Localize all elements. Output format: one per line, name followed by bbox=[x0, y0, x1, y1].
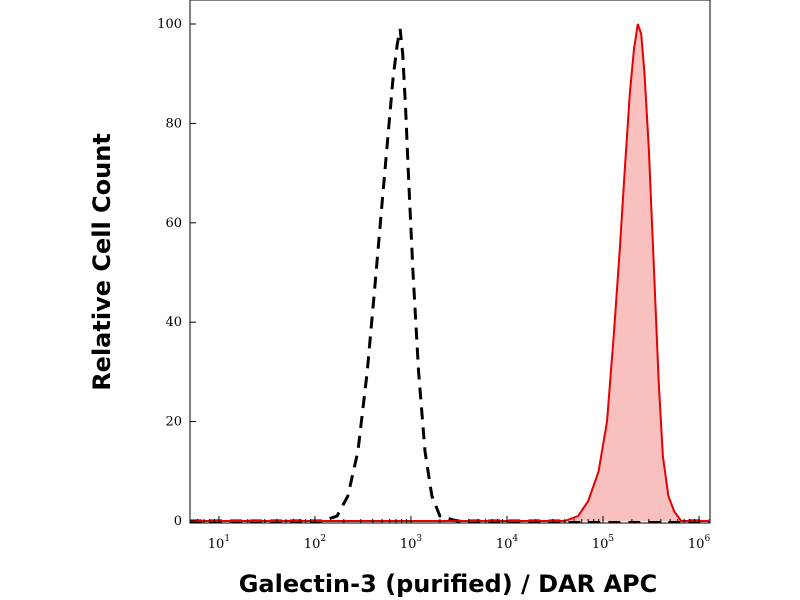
x-tick-label: 104 bbox=[496, 534, 519, 552]
y-tick-label: 20 bbox=[165, 415, 182, 430]
y-tick-label: 80 bbox=[165, 116, 182, 131]
series-layer bbox=[190, 23, 710, 523]
y-axis-title: Relative Cell Count bbox=[88, 133, 116, 391]
x-tick-label: 105 bbox=[592, 534, 615, 552]
y-tick-label: 40 bbox=[165, 315, 182, 330]
x-tick-label: 101 bbox=[208, 534, 230, 552]
x-axis-title: Galectin-3 (purified) / DAR APC bbox=[239, 570, 658, 598]
y-axis-ticks: 0 20 40 60 80 100 bbox=[157, 17, 196, 529]
series-1-line bbox=[190, 23, 710, 522]
y-tick-label: 0 bbox=[174, 514, 182, 529]
x-tick-label: 102 bbox=[304, 534, 326, 552]
plot-frame bbox=[189, 0, 711, 524]
series-0-line bbox=[190, 28, 710, 523]
y-tick-label: 60 bbox=[165, 216, 182, 231]
y-tick-label: 100 bbox=[157, 17, 182, 32]
x-axis-ticks: 101 102 103 104 105 106 bbox=[189, 516, 711, 552]
x-tick-label: 103 bbox=[400, 534, 423, 552]
x-tick-label: 106 bbox=[688, 534, 711, 552]
series-1-area bbox=[190, 24, 710, 521]
